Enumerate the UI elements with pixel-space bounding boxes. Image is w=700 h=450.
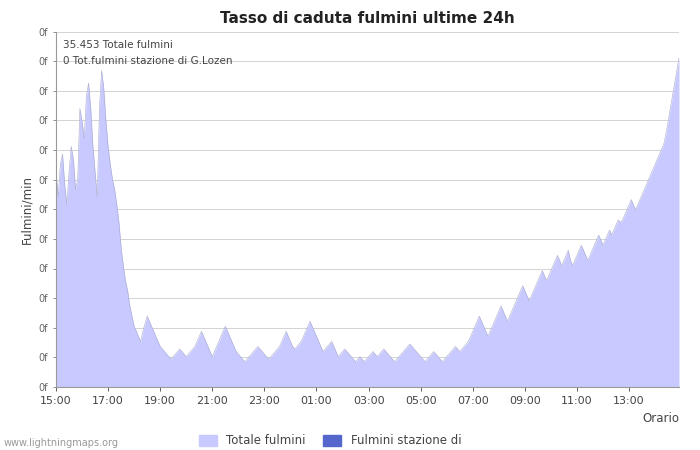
Y-axis label: Fulmini/min: Fulmini/min: [20, 175, 34, 244]
Text: www.lightningmaps.org: www.lightningmaps.org: [4, 438, 118, 448]
Text: 0 Tot.fulmini stazione di G.Lozen: 0 Tot.fulmini stazione di G.Lozen: [64, 56, 233, 67]
Legend: Totale fulmini, Fulmini stazione di: Totale fulmini, Fulmini stazione di: [195, 430, 466, 450]
Text: 35.453 Totale fulmini: 35.453 Totale fulmini: [64, 40, 174, 50]
X-axis label: Orario: Orario: [642, 412, 679, 425]
Title: Tasso di caduta fulmini ultime 24h: Tasso di caduta fulmini ultime 24h: [220, 11, 515, 26]
